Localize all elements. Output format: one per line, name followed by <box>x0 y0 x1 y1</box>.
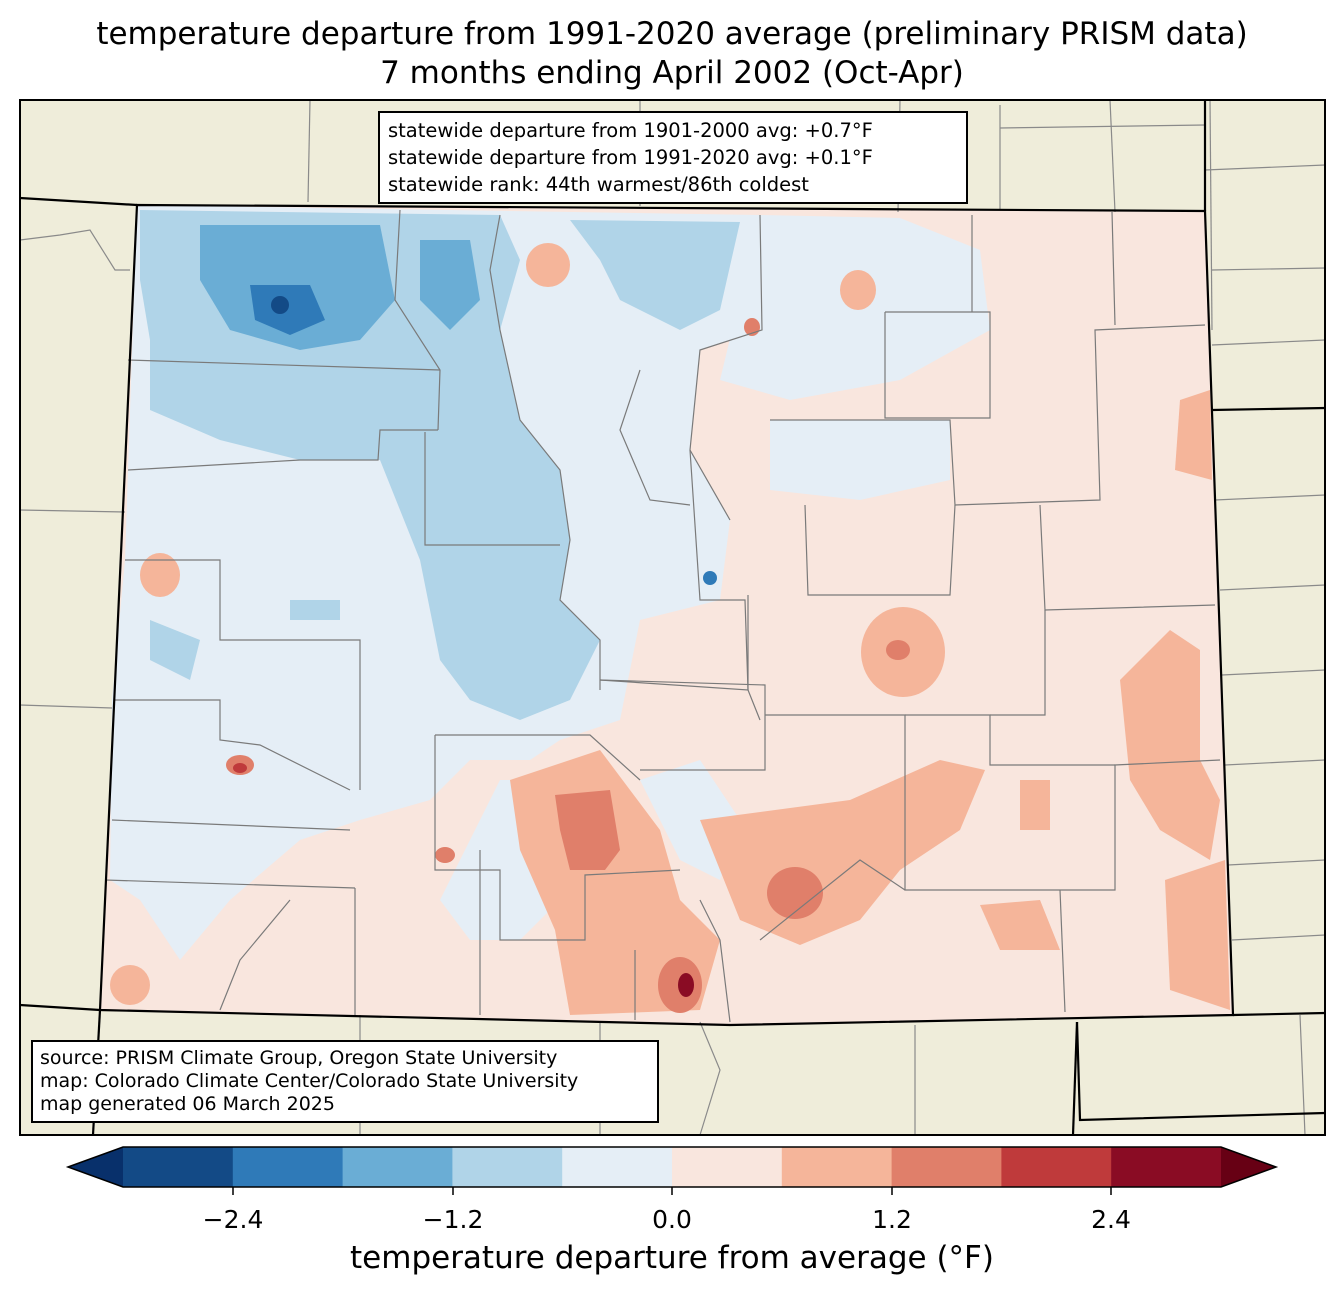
cool-region <box>290 600 340 620</box>
colorbar-tick-label: −2.4 <box>202 1205 264 1234</box>
stats-line1: statewide departure from 1901-2000 avg: … <box>388 119 873 142</box>
source-box: source: PRISM Climate Group, Oregon Stat… <box>31 1040 659 1123</box>
warm-region <box>526 243 570 287</box>
cold-spot <box>703 571 717 585</box>
hottest-spot <box>233 763 247 773</box>
source-line1: source: PRISM Climate Group, Oregon Stat… <box>40 1047 558 1069</box>
stats-line2: statewide departure from 1991-2020 avg: … <box>388 146 873 169</box>
county-boundaries <box>104 209 1221 1023</box>
colorbar <box>65 1146 1279 1195</box>
warm-region <box>1175 390 1212 480</box>
cool-region <box>570 220 740 330</box>
cold-region <box>420 240 480 330</box>
statewide-stats-box: statewide departure from 1901-2000 avg: … <box>378 111 968 204</box>
colorbar-tick-label: 2.4 <box>1091 1205 1131 1234</box>
colorbar-tick-label: 0.0 <box>652 1205 692 1234</box>
map-title-line1: temperature departure from 1991-2020 ave… <box>96 16 1248 52</box>
hot-region <box>555 790 620 870</box>
hottest-spot <box>678 973 694 997</box>
source-line3: map generated 06 March 2025 <box>40 1093 335 1115</box>
warm-region <box>110 965 150 1005</box>
state-borders <box>19 100 1326 1136</box>
map-title-line2: 7 months ending April 2002 (Oct-Apr) <box>380 55 964 91</box>
colorbar-tick-label: 1.2 <box>872 1205 912 1234</box>
warm-region <box>1120 630 1220 860</box>
colorbar-segment <box>562 1147 673 1187</box>
colorbar-segment <box>123 1147 234 1187</box>
warm-region <box>1165 860 1230 1010</box>
hot-region <box>886 640 910 660</box>
colorbar-segment <box>342 1147 453 1187</box>
colorbar-tick-label: −1.2 <box>422 1205 484 1234</box>
colorbar-segment <box>232 1147 344 1187</box>
warm-region <box>840 270 876 310</box>
cool-region <box>150 620 200 680</box>
colder-region <box>250 285 325 335</box>
stats-line3: statewide rank: 44th warmest/86th coldes… <box>388 173 809 196</box>
map-frame <box>19 99 1326 1136</box>
neutral-cool-region <box>770 420 950 500</box>
colorbar-outline <box>65 1146 1279 1188</box>
colorbar-segment <box>1111 1147 1222 1187</box>
colorbar-segment <box>672 1147 783 1187</box>
colorbar-segment <box>891 1147 1002 1187</box>
hot-region <box>435 847 455 863</box>
colorbar-segment <box>781 1147 893 1187</box>
colorbar-extend-high <box>1221 1147 1276 1187</box>
warm-region <box>980 900 1060 950</box>
colorbar-segment <box>452 1147 563 1187</box>
coldest-spot <box>271 296 289 314</box>
source-line2: map: Colorado Climate Center/Colorado St… <box>40 1070 579 1092</box>
cool-region <box>140 210 600 720</box>
colorbar-label: temperature departure from average (°F) <box>350 1240 994 1276</box>
colorbar-extend-low <box>68 1147 123 1187</box>
warm-region <box>140 553 180 597</box>
warm-region <box>1020 780 1050 830</box>
hot-region <box>767 867 823 919</box>
colorbar-segment <box>1001 1147 1112 1187</box>
